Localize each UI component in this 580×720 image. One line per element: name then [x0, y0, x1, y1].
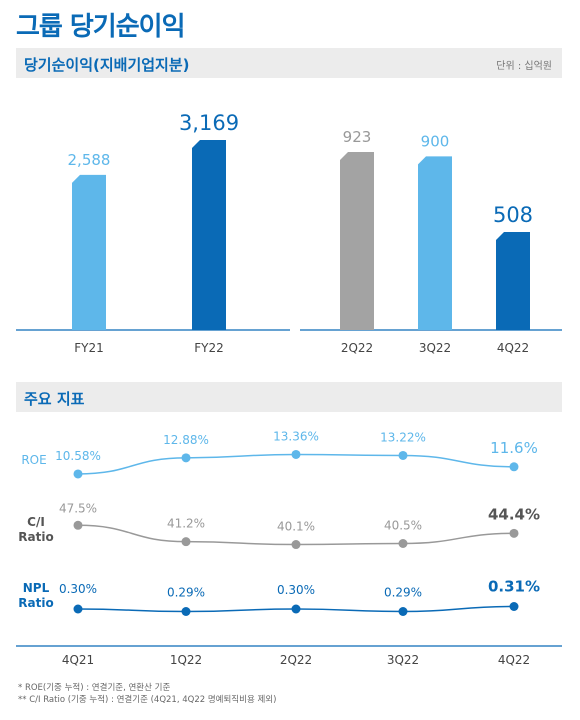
indicator-category-label-4Q22: 4Q22 [498, 653, 530, 667]
c-i-ratio-value-label-2Q22: 40.1% [277, 520, 315, 534]
c-i-ratio-point-3Q22 [398, 539, 408, 548]
footnotes: * ROE(기중 누적) : 연결기준, 연환산 기준 ** C/I Ratio… [18, 682, 276, 706]
c-i-ratio-series-label-1: C/I [27, 515, 45, 529]
npl-ratio-point-1Q22 [181, 607, 191, 616]
key-indicators-section-title: 주요 지표 [24, 390, 85, 408]
npl-ratio-value-label-4Q22: 0.31% [488, 578, 540, 596]
c-i-ratio-value-label-1Q22: 41.2% [167, 517, 205, 531]
roe-value-label-4Q22: 11.6% [490, 439, 538, 457]
roe-point-3Q22 [398, 450, 408, 460]
indicator-category-label-3Q22: 3Q22 [387, 653, 419, 667]
npl-ratio-series-label-2: Ratio [18, 596, 53, 610]
c-i-ratio-point-4Q22 [509, 528, 519, 538]
quarterly-value-label-2Q22: 923 [343, 128, 372, 146]
c-i-ratio-point-4Q21 [73, 520, 83, 530]
npl-ratio-point-2Q22 [291, 604, 301, 614]
npl-ratio-value-label-1Q22: 0.29% [167, 586, 205, 600]
annual-category-label-FY22: FY22 [194, 341, 224, 355]
npl-ratio-point-4Q21 [73, 604, 83, 614]
annual-value-label-FY21: 2,588 [68, 151, 111, 169]
npl-ratio-value-label-4Q21: 0.30% [59, 582, 97, 596]
annual-bar-FY21 [72, 174, 106, 330]
indicator-category-label-4Q21: 4Q21 [62, 653, 94, 667]
roe-value-label-2Q22: 13.36% [273, 429, 319, 443]
npl-ratio-point-3Q22 [398, 607, 408, 616]
npl-ratio-value-label-3Q22: 0.29% [384, 586, 422, 600]
annual-bar-FY22 [192, 140, 226, 330]
indicator-category-label-2Q22: 2Q22 [280, 653, 312, 667]
footnote-roe: * ROE(기중 누적) : 연결기준, 연환산 기준 [18, 683, 171, 693]
c-i-ratio-value-label-4Q21: 47.5% [59, 501, 97, 515]
c-i-ratio-value-label-3Q22: 40.5% [384, 519, 422, 533]
c-i-ratio-series-label-2: Ratio [18, 530, 53, 544]
unit-label: 단위 : 십억원 [496, 61, 552, 72]
roe-point-2Q22 [291, 449, 301, 459]
quarterly-value-label-4Q22: 508 [493, 203, 533, 227]
roe-value-label-1Q22: 12.88% [163, 433, 209, 447]
c-i-ratio-point-2Q22 [291, 540, 301, 550]
quarterly-bar-3Q22 [418, 156, 452, 330]
key-indicators-section-header: 주요 지표 [16, 382, 562, 412]
quarterly-category-label-4Q22: 4Q22 [497, 341, 529, 355]
quarterly-category-label-2Q22: 2Q22 [341, 341, 373, 355]
roe-value-label-3Q22: 13.22% [380, 430, 426, 444]
c-i-ratio-value-label-4Q22: 44.4% [488, 505, 540, 523]
quarterly-category-label-3Q22: 3Q22 [419, 341, 451, 355]
roe-series-label-1: ROE [21, 453, 46, 467]
indicator-category-label-1Q22: 1Q22 [170, 653, 202, 667]
annual-value-label-FY22: 3,169 [179, 111, 239, 135]
c-i-ratio-point-1Q22 [181, 537, 191, 547]
annual-category-label-FY21: FY21 [74, 341, 104, 355]
quarterly-bar-4Q22 [496, 232, 530, 330]
net-income-section-header: 당기순이익(지배기업지분) 단위 : 십억원 [16, 48, 562, 78]
roe-value-label-4Q21: 10.58% [55, 449, 101, 463]
net-income-section-title: 당기순이익(지배기업지분) [24, 56, 190, 74]
npl-ratio-series-label-1: NPL [23, 581, 50, 595]
npl-ratio-value-label-2Q22: 0.30% [277, 583, 315, 597]
roe-point-1Q22 [181, 453, 191, 463]
quarterly-value-label-3Q22: 900 [421, 132, 450, 150]
footnote-ci: ** C/I Ratio (기중 누적) : 연결기준 (4Q21, 4Q22 … [18, 695, 277, 705]
roe-point-4Q22 [509, 462, 519, 472]
roe-point-4Q21 [73, 469, 83, 479]
quarterly-bar-2Q22 [340, 152, 374, 330]
npl-ratio-point-4Q22 [509, 602, 519, 611]
page-title: 그룹 당기순이익 [16, 12, 185, 42]
